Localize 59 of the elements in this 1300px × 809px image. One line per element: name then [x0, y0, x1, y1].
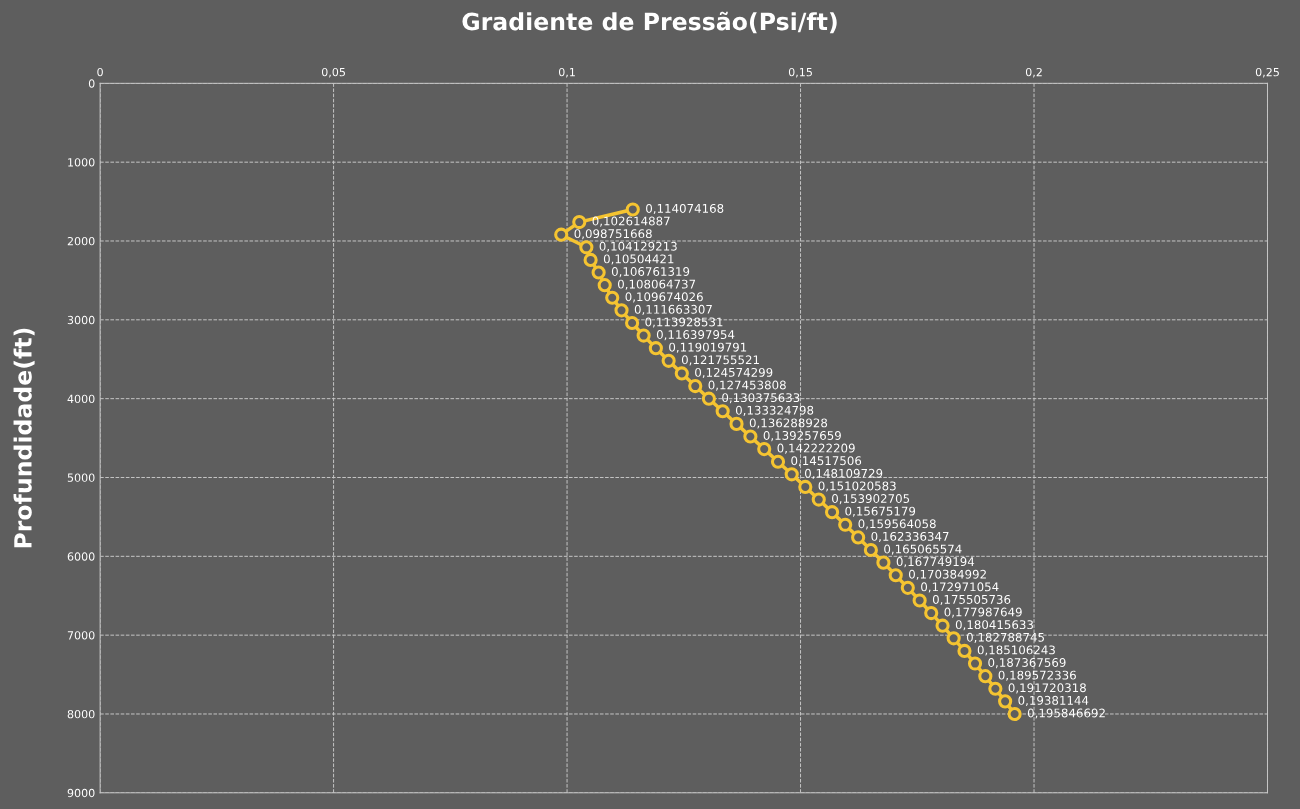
- data-label: 0,167749194: [896, 557, 975, 568]
- y-tick-label: 9000: [67, 788, 95, 798]
- data-label: 0,121755521: [681, 355, 759, 366]
- data-label: 0,10504421: [603, 254, 674, 265]
- data-label: 0,114074168: [646, 203, 724, 215]
- data-label: 0,19381144: [1018, 695, 1089, 706]
- data-label: 0,185106243: [977, 645, 1055, 656]
- data-label: 0,139257659: [763, 430, 841, 442]
- data-label: 0,102614887: [592, 216, 670, 227]
- data-label: 0,195846692: [1027, 708, 1105, 719]
- data-label: 0,098751668: [574, 229, 652, 240]
- data-label: 0,187367569: [988, 658, 1066, 669]
- data-label: 0,104129213: [599, 241, 677, 252]
- data-label: 0,165065574: [884, 544, 962, 555]
- data-label: 0,113928531: [645, 317, 723, 328]
- data-label: 0,127453808: [708, 380, 786, 391]
- data-label: 0,162336347: [871, 531, 949, 543]
- y-tick-label: 7000: [67, 631, 95, 640]
- x-tick-label: 0,1: [558, 67, 575, 78]
- data-label: 0,170384992: [909, 569, 986, 580]
- data-label: 0,111663307: [634, 304, 712, 315]
- x-tick-label: 0,2: [1025, 67, 1042, 78]
- data-label: 0,133324798: [735, 405, 814, 416]
- data-label: 0,172971054: [921, 582, 999, 593]
- data-label: 0,142222209: [777, 443, 855, 454]
- y-tick-label: 5000: [67, 473, 95, 482]
- y-tick-label: 3000: [67, 315, 95, 325]
- x-tick-label: 0: [97, 67, 103, 77]
- y-tick-label: 8000: [67, 709, 95, 719]
- y-tick-label: 6000: [67, 552, 95, 561]
- data-label: 0,182788745: [966, 632, 1044, 643]
- x-tick-label: 0,25: [1255, 67, 1279, 78]
- data-label: 0,136288928: [749, 418, 828, 429]
- data-label: 0,189572336: [998, 670, 1076, 681]
- data-label: 0,175505736: [932, 594, 1011, 606]
- data-label: 0,151020583: [818, 481, 896, 492]
- data-label: 0,119019791: [669, 342, 747, 353]
- data-label: 0,14517506: [791, 456, 862, 467]
- y-tick-label: 1000: [68, 158, 95, 167]
- y-tick-label: 4000: [67, 394, 95, 404]
- data-label: 0,108064737: [618, 279, 696, 290]
- x-tick-label: 0,05: [321, 67, 345, 78]
- data-label: 0,124574299: [695, 367, 773, 379]
- y-axis-title: Profundidade(ft): [13, 328, 35, 548]
- data-label: 0,177987649: [944, 607, 1022, 618]
- data-label: 0,191720318: [1008, 683, 1086, 694]
- data-label: 0,159564058: [858, 519, 936, 530]
- data-label: 0,109674026: [625, 292, 703, 303]
- data-label: 0,15675179: [845, 506, 916, 517]
- data-label: 0,153902705: [832, 494, 910, 505]
- data-label: 0,130375633: [722, 393, 800, 404]
- y-tick-label: 2000: [67, 236, 95, 246]
- data-label: 0,180415633: [955, 620, 1033, 631]
- chart-title: Gradiente de Pressão(Psi/ft): [462, 11, 837, 34]
- x-tick-label: 0,15: [788, 67, 812, 78]
- data-label: 0,148109729: [804, 468, 883, 479]
- y-tick-label: 0: [88, 79, 95, 88]
- data-label: 0,106761319: [611, 267, 690, 278]
- data-label: 0,116397954: [656, 330, 735, 341]
